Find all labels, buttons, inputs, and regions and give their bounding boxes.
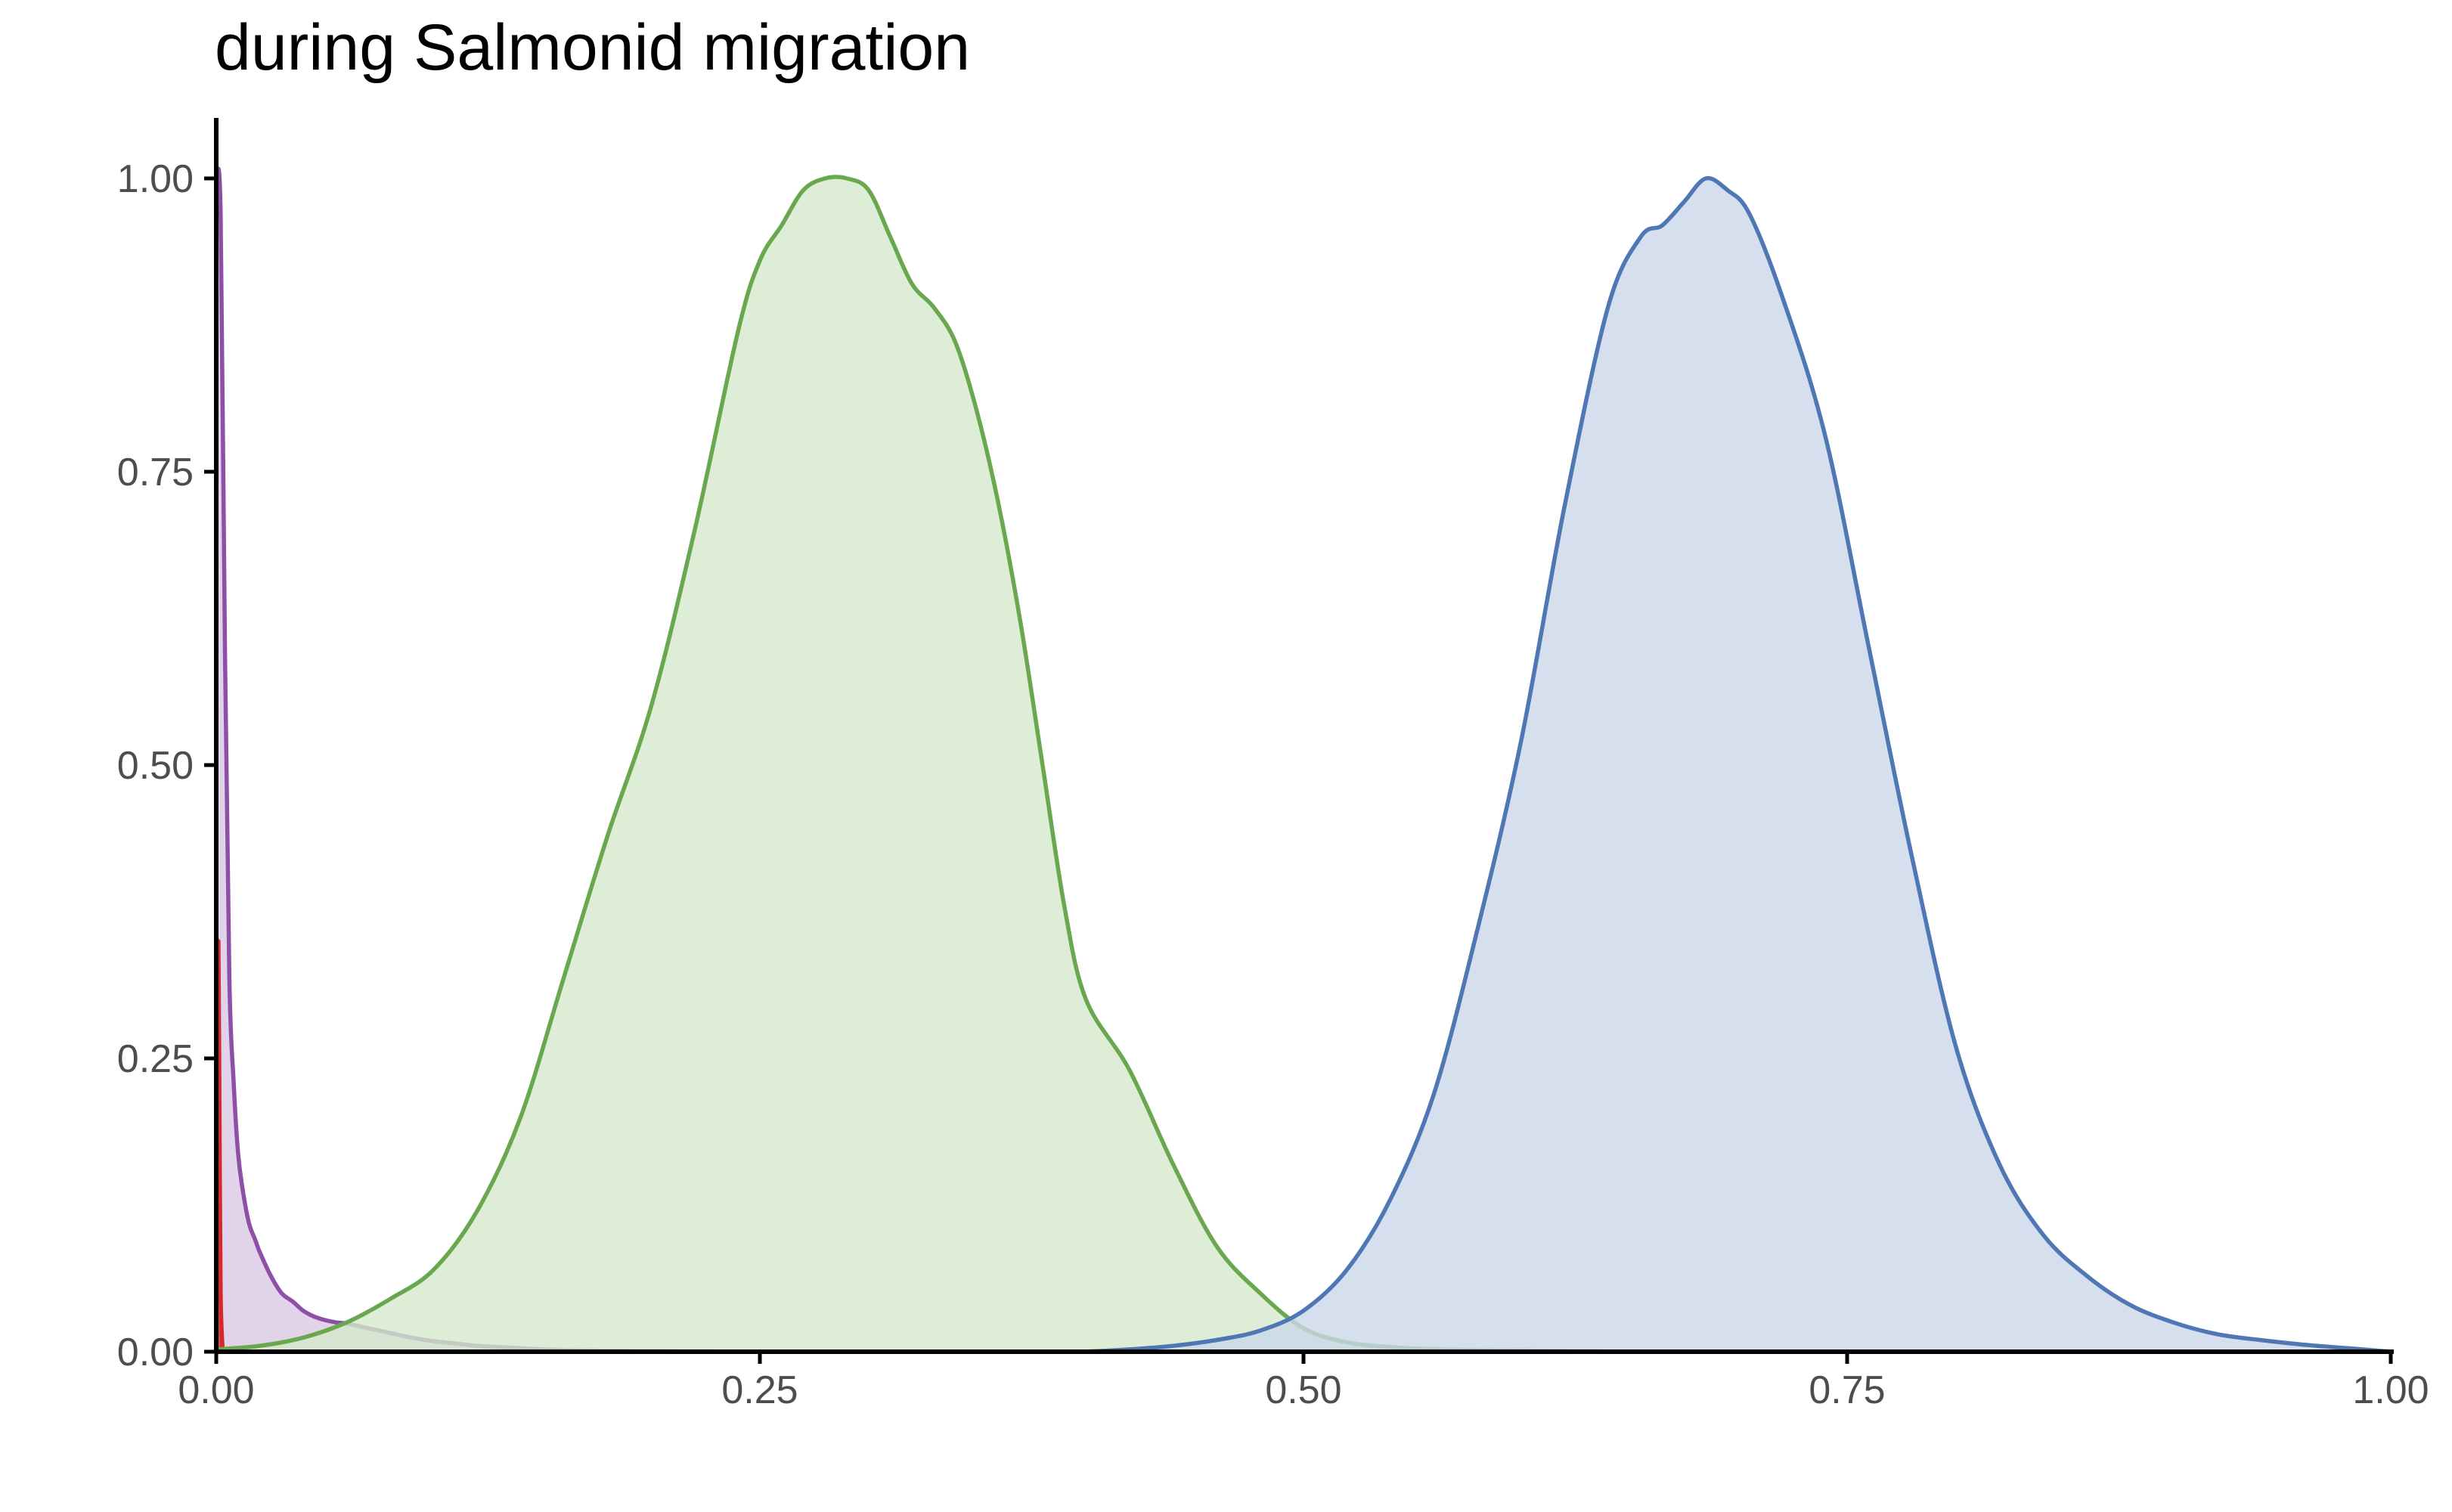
x-tick-label: 0.50 [1265,1368,1341,1412]
density-line-4 [1086,175,2392,1354]
chart-title: during Salmonid migration [215,11,971,84]
density-area-4 [1086,178,2391,1352]
x-tick-label: 0.75 [1809,1368,1885,1412]
y-axis-ticks: 0.00 0.25 0.50 0.75 1.00 [117,157,216,1374]
density-area-3 [216,177,1630,1352]
y-tick-label: 1.00 [117,157,194,201]
y-tick-label: 0.25 [117,1037,194,1081]
y-tick-label: 0.75 [117,451,194,494]
density-line-3 [215,175,1630,1354]
x-axis-ticks: 0.00 0.25 0.50 0.75 1.00 [178,1352,2429,1412]
x-tick-label: 0.25 [721,1368,798,1412]
x-tick-label: 0.00 [178,1368,254,1412]
series-areas [214,166,2392,1354]
y-tick-label: 0.00 [117,1331,194,1374]
x-tick-label: 1.00 [2352,1368,2429,1412]
y-tick-label: 0.50 [117,744,194,788]
